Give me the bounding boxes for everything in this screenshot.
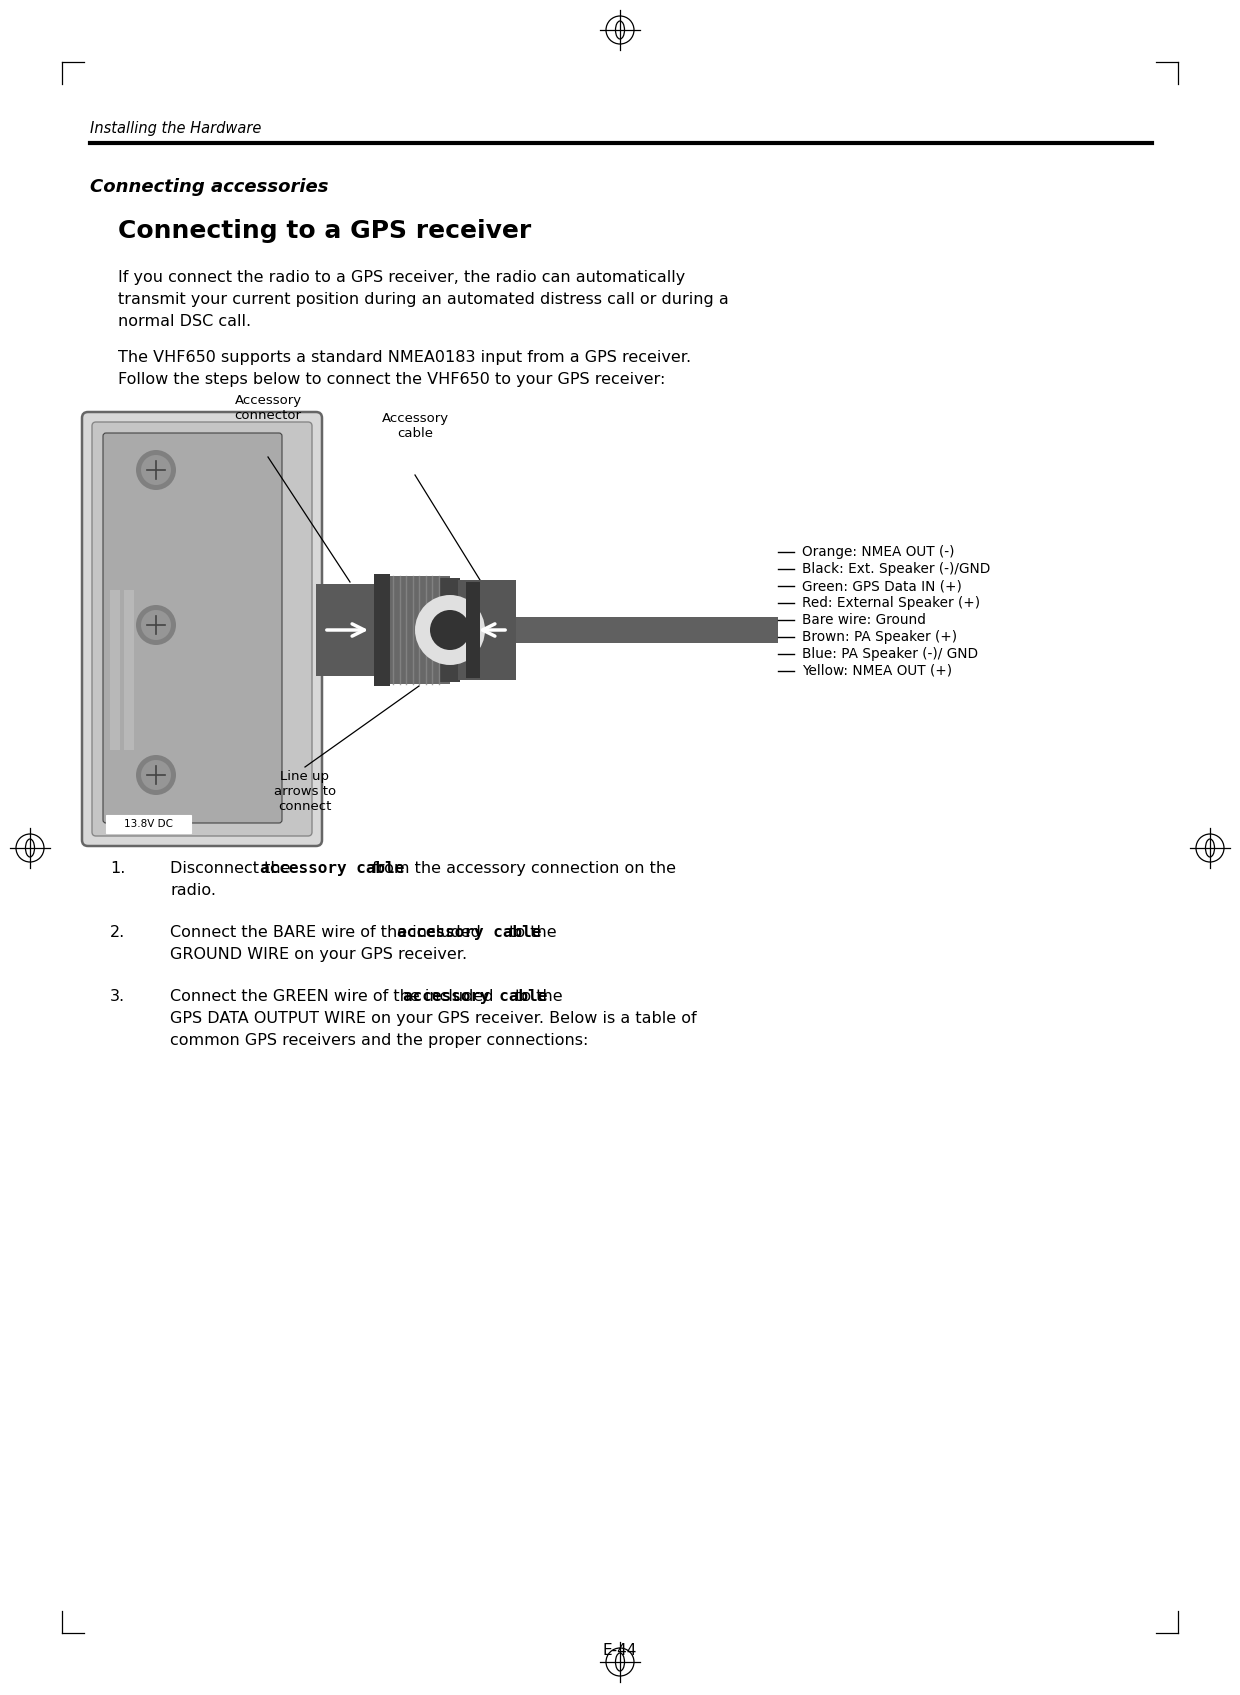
Text: Orange: NMEA OUT (-): Orange: NMEA OUT (-) — [802, 546, 955, 559]
Text: Accessory
cable: Accessory cable — [382, 412, 449, 441]
Text: If you connect the radio to a GPS receiver, the radio can automatically: If you connect the radio to a GPS receiv… — [118, 270, 686, 285]
Bar — [110, 590, 120, 749]
Text: transmit your current position during an automated distress call or during a: transmit your current position during an… — [118, 292, 729, 307]
Text: accessory cable: accessory cable — [397, 925, 542, 941]
Circle shape — [136, 449, 176, 490]
Circle shape — [141, 610, 171, 641]
Text: The VHF650 supports a standard NMEA0183 input from a GPS receiver.: The VHF650 supports a standard NMEA0183 … — [118, 349, 691, 364]
Text: Red: External Speaker (+): Red: External Speaker (+) — [802, 597, 980, 610]
Text: Blue: PA Speaker (-)/ GND: Blue: PA Speaker (-)/ GND — [802, 647, 978, 661]
Text: GROUND WIRE on your GPS receiver.: GROUND WIRE on your GPS receiver. — [170, 948, 467, 963]
Bar — [374, 575, 391, 686]
Bar — [440, 578, 460, 681]
Text: Green: GPS Data IN (+): Green: GPS Data IN (+) — [802, 580, 962, 593]
Text: normal DSC call.: normal DSC call. — [118, 314, 252, 329]
Text: Yellow: NMEA OUT (+): Yellow: NMEA OUT (+) — [802, 664, 952, 678]
Bar — [124, 590, 134, 749]
Bar — [466, 581, 480, 678]
Text: accessory cable: accessory cable — [259, 861, 404, 876]
Bar — [316, 585, 384, 676]
Text: Line up
arrows to
connect: Line up arrows to connect — [274, 770, 336, 814]
Bar — [516, 617, 777, 642]
Text: to the: to the — [510, 988, 563, 1003]
Text: to the: to the — [505, 925, 557, 941]
Text: accessory cable: accessory cable — [403, 988, 548, 1003]
Text: Brown: PA Speaker (+): Brown: PA Speaker (+) — [802, 631, 957, 644]
Circle shape — [415, 595, 485, 664]
Bar — [110, 590, 120, 749]
Text: Connecting accessories: Connecting accessories — [91, 178, 329, 197]
FancyBboxPatch shape — [82, 412, 322, 846]
Text: 1.: 1. — [110, 861, 125, 876]
Text: Connect the GREEN wire of the included: Connect the GREEN wire of the included — [170, 988, 498, 1003]
Text: GPS DATA OUTPUT WIRE on your GPS receiver. Below is a table of: GPS DATA OUTPUT WIRE on your GPS receive… — [170, 1010, 697, 1025]
Bar — [124, 590, 134, 749]
Text: radio.: radio. — [170, 883, 216, 898]
Text: Black: Ext. Speaker (-)/GND: Black: Ext. Speaker (-)/GND — [802, 563, 991, 576]
Text: Disconnect the: Disconnect the — [170, 861, 295, 876]
FancyBboxPatch shape — [103, 432, 281, 824]
Circle shape — [141, 759, 171, 790]
Bar — [458, 580, 516, 680]
Text: E-44: E-44 — [603, 1642, 637, 1658]
Text: Connecting to a GPS receiver: Connecting to a GPS receiver — [118, 219, 531, 242]
Text: Follow the steps below to connect the VHF650 to your GPS receiver:: Follow the steps below to connect the VH… — [118, 371, 666, 386]
FancyBboxPatch shape — [92, 422, 312, 836]
Bar — [105, 815, 191, 832]
Text: 2.: 2. — [110, 925, 125, 941]
Text: Accessory
connector: Accessory connector — [234, 393, 301, 422]
Circle shape — [136, 754, 176, 795]
Text: Installing the Hardware: Installing the Hardware — [91, 120, 262, 136]
Text: from the accessory connection on the: from the accessory connection on the — [367, 861, 676, 876]
Text: 3.: 3. — [110, 988, 125, 1003]
Text: Bare wire: Ground: Bare wire: Ground — [802, 614, 926, 627]
Circle shape — [141, 454, 171, 485]
Circle shape — [430, 610, 470, 649]
Text: 13.8V DC: 13.8V DC — [124, 819, 172, 829]
Text: common GPS receivers and the proper connections:: common GPS receivers and the proper conn… — [170, 1032, 588, 1048]
Text: Connect the BARE wire of the included: Connect the BARE wire of the included — [170, 925, 486, 941]
Circle shape — [136, 605, 176, 646]
Bar — [388, 576, 450, 685]
